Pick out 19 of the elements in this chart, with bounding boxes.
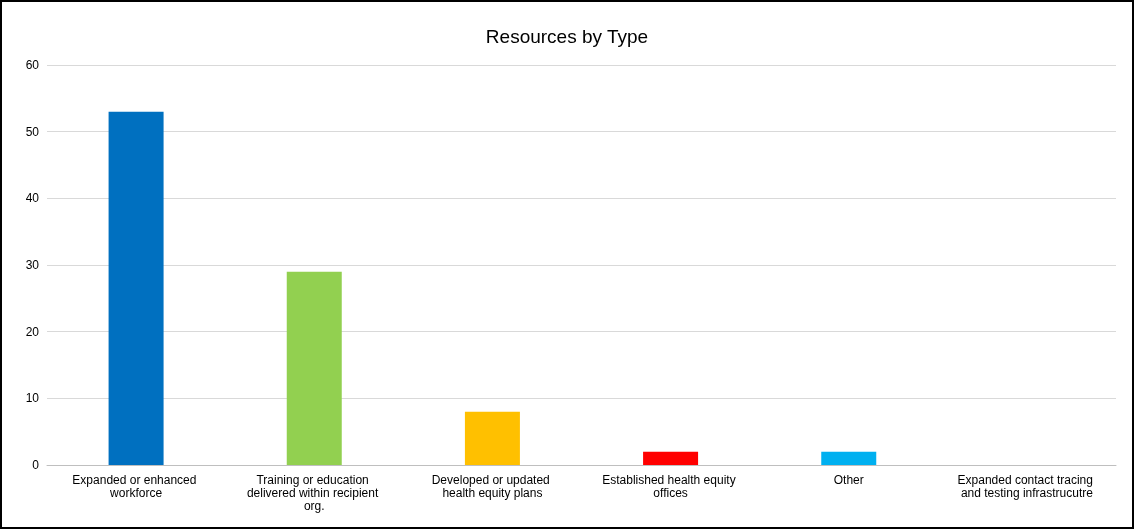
- x-tick-label: Established health equity offices: [602, 472, 739, 500]
- bar: [821, 451, 877, 465]
- y-tick-label: 50: [25, 124, 40, 139]
- y-tick-label: 0: [32, 458, 40, 472]
- x-tick-label: Expanded contact tracing and testing infrastrucutre: [957, 472, 1097, 500]
- bar: [464, 411, 520, 465]
- bar: [643, 451, 699, 465]
- chart-title: Resources by Type: [485, 26, 649, 47]
- y-tick-label: 10: [25, 391, 40, 406]
- x-tick-label: Training or education delivered within recipient org.: [246, 472, 382, 513]
- bar: [286, 271, 342, 465]
- y-tick-label: 30: [25, 258, 40, 272]
- x-tick-label: Developed or updated health equity plans: [431, 472, 554, 500]
- bar: [108, 111, 164, 465]
- y-tick-label: 60: [25, 58, 40, 72]
- y-tick-label: 20: [25, 324, 40, 339]
- y-tick-label: 40: [25, 191, 40, 206]
- x-tick-label: Other: [833, 472, 864, 487]
- x-tick-label: Expanded or enhanced workforce: [72, 472, 200, 500]
